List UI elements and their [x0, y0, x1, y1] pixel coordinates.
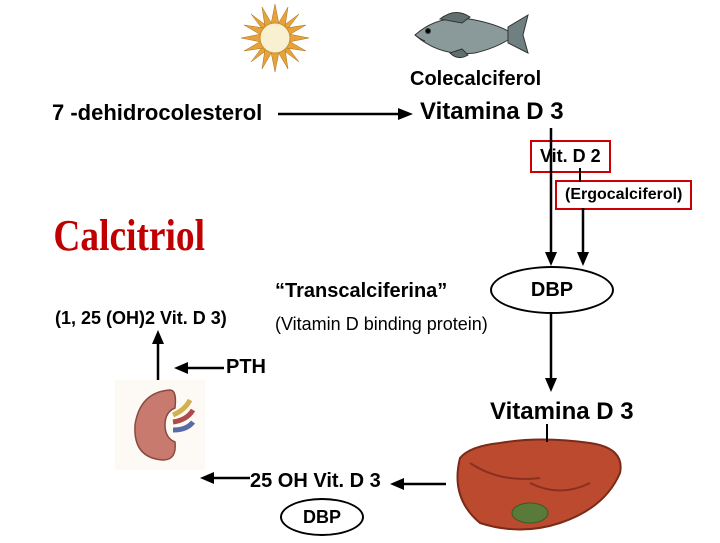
liver-icon	[440, 428, 630, 538]
arrow-dehydro-vitd3	[278, 106, 413, 126]
label-trans: “Transcalciferina”	[275, 280, 447, 303]
label-calcitriol: Calcitriol	[53, 210, 205, 261]
connector-vitd2-ergo	[578, 168, 582, 182]
label-dbp-big: DBP	[531, 279, 573, 302]
label-calcitriol-formula: (1, 25 (OH)2 Vit. D 3)	[55, 308, 227, 329]
label-vitd3-top: Vitamina D 3	[420, 98, 564, 126]
label-vitd3-right: Vitamina D 3	[490, 398, 634, 426]
label-ergo: (Ergocalciferol)	[565, 186, 682, 203]
arrow-vitd3-dbp	[543, 128, 559, 266]
label-25oh: 25 OH Vit. D 3	[250, 470, 381, 493]
sun-icon	[225, 0, 325, 75]
label-dehydro: 7 -dehidrocolesterol	[52, 100, 262, 126]
connector-vitd3-liver	[545, 424, 549, 442]
arrow-liver-25oh	[390, 476, 446, 492]
ellipse-dbp-small: DBP	[280, 498, 364, 536]
arrow-25oh-kidney	[200, 470, 250, 486]
label-dbp-sub: (Vitamin D binding protein)	[275, 314, 488, 335]
label-pth: PTH	[226, 356, 266, 379]
kidney-icon	[115, 380, 205, 470]
arrow-ergo-dbp	[575, 208, 591, 266]
label-dbp-small: DBP	[303, 507, 341, 528]
arrow-pth-kidney	[174, 360, 224, 376]
arrow-dbp-liver	[543, 312, 559, 392]
arrow-kidney-calcitriol	[150, 330, 166, 380]
fish-icon	[400, 5, 530, 65]
box-ergo: (Ergocalciferol)	[555, 180, 692, 210]
label-colecalciferol: Colecalciferol	[410, 68, 541, 91]
ellipse-dbp-big: DBP	[490, 266, 614, 314]
